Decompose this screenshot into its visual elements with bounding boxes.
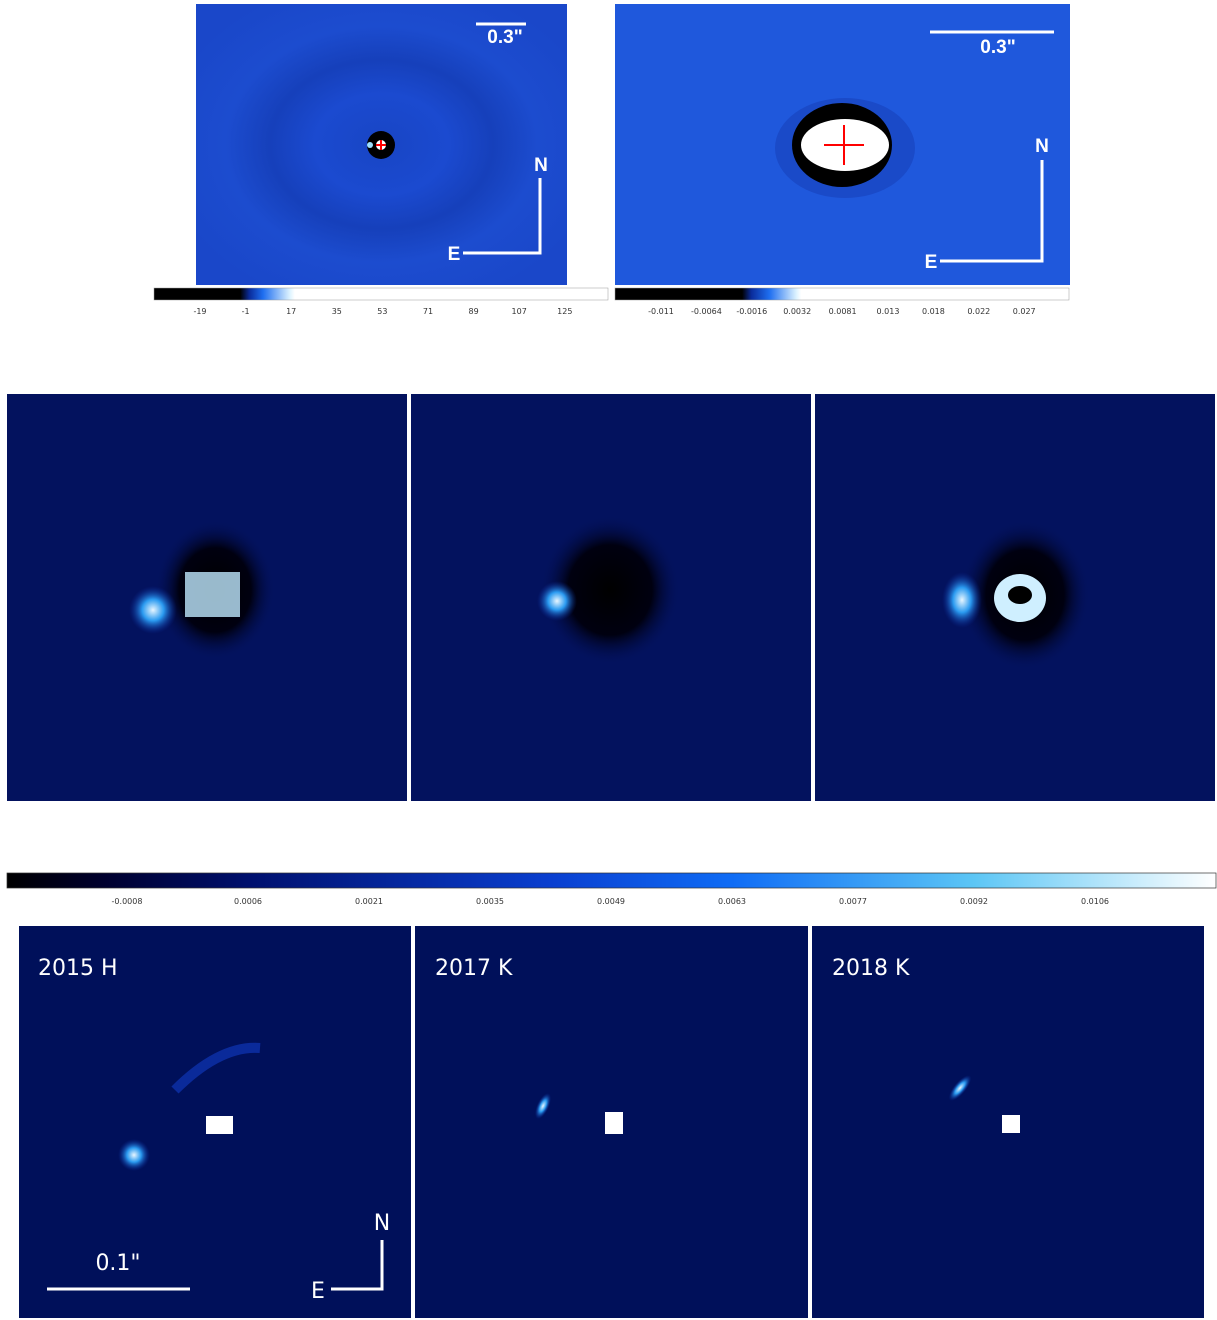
colorbar-tick-label: 0.013: [877, 307, 900, 316]
core: [185, 572, 240, 617]
colorbar-tick-label: -1: [242, 307, 250, 316]
companion: [534, 1093, 552, 1119]
colorbar-tick-label: 0.0077: [839, 897, 867, 906]
scale-label: 0.3": [980, 37, 1015, 58]
star: [1002, 1115, 1020, 1133]
colorbar-tick-label: 35: [332, 307, 342, 316]
companion: [129, 586, 177, 634]
colorbar-tick-label: -0.011: [648, 307, 674, 316]
companion: [537, 581, 577, 621]
colorbar-tick-label: 0.018: [922, 307, 945, 316]
east: E: [925, 252, 938, 273]
east: E: [311, 1279, 325, 1304]
compass: [331, 1240, 384, 1291]
cross: [824, 125, 864, 165]
core: [1008, 586, 1032, 604]
star: [605, 1112, 623, 1134]
colorbar-tick-label: 0.0106: [1081, 897, 1109, 906]
residual: [540, 515, 680, 665]
colorbar-tick-label: 53: [377, 307, 387, 316]
colorbar: [614, 287, 1070, 301]
companion: [118, 1139, 150, 1171]
colorbar-tick-label: 0.0006: [234, 897, 262, 906]
speckle: [171, 1042, 261, 1094]
colorbar: [6, 872, 1217, 889]
companion: [942, 572, 982, 628]
epoch-label: 2017 K: [435, 956, 513, 981]
colorbar-tick-label: 125: [557, 307, 572, 316]
scale-label: 0.3": [487, 27, 522, 48]
east: E: [448, 244, 461, 265]
colorbar: [153, 287, 609, 301]
colorbar-tick-label: -19: [193, 307, 206, 316]
compass: [463, 178, 542, 255]
north: N: [1035, 136, 1049, 157]
colorbar-tick-label: 0.0049: [597, 897, 625, 906]
companion: [367, 142, 373, 148]
north: N: [534, 155, 548, 176]
colorbar-tick-label: 71: [423, 307, 433, 316]
colorbar-tick-label: 0.022: [967, 307, 990, 316]
colorbar-tick-label: -0.0016: [736, 307, 767, 316]
colorbar-tick-label: -0.0008: [112, 897, 143, 906]
star: [206, 1116, 233, 1134]
companion: [948, 1075, 972, 1101]
colorbar-tick-label: 0.0032: [783, 307, 811, 316]
cross: [376, 140, 386, 150]
colorbar-tick-label: -0.0064: [691, 307, 722, 316]
north: N: [374, 1211, 390, 1236]
colorbar-tick-label: 89: [469, 307, 479, 316]
compass: [940, 160, 1044, 263]
colorbar-tick-label: 17: [286, 307, 296, 316]
colorbar-tick-label: 0.0081: [829, 307, 857, 316]
epoch-label: 2015 H: [38, 956, 118, 981]
epoch-label: 2018 K: [832, 956, 910, 981]
colorbar-tick-label: 0.0092: [960, 897, 988, 906]
colorbar-tick-label: 0.027: [1013, 307, 1036, 316]
scale-label: 0.1": [95, 1251, 140, 1276]
colorbar-tick-label: 107: [512, 307, 527, 316]
colorbar-tick-label: 0.0021: [355, 897, 383, 906]
colorbar-tick-label: 0.0035: [476, 897, 504, 906]
colorbar-tick-label: 0.0063: [718, 897, 746, 906]
